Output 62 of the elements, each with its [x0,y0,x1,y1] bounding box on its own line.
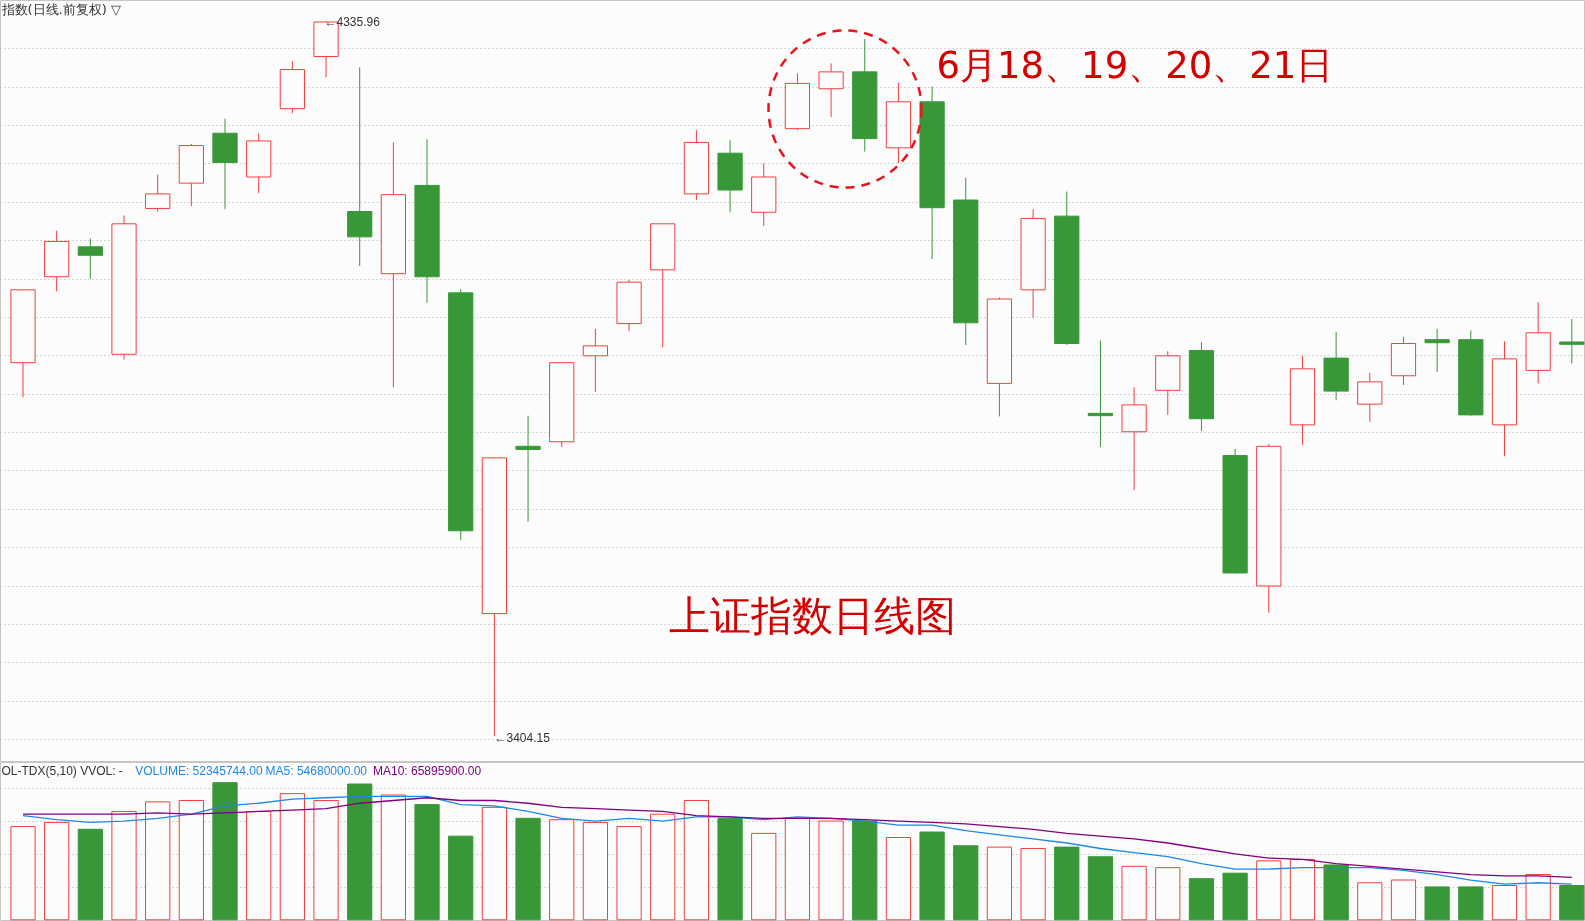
bar [111,810,137,921]
bar [751,832,777,921]
bar [616,826,642,921]
bar [1121,865,1147,921]
bar [1525,874,1551,921]
candlestick [1424,328,1450,373]
candlestick [582,328,609,393]
bar [1256,860,1282,921]
bar [1559,885,1585,921]
bar [717,817,743,921]
candlestick [347,66,373,267]
bar [953,845,979,921]
bar [582,821,609,921]
bar [448,835,474,921]
bar [10,826,36,921]
annotation: 6月18、19、20、21日 [936,44,1334,87]
bar [178,799,204,921]
bar [1087,856,1114,921]
candlestick [515,415,541,523]
candlestick [1087,339,1114,448]
bar [380,794,406,921]
candlestick [1559,318,1585,364]
bar [77,828,103,921]
bar [313,799,339,921]
bar [1424,886,1450,921]
bar [1491,885,1518,921]
bar [1222,872,1248,921]
bar [818,820,844,921]
bar [44,821,70,921]
bar [650,813,676,921]
bar [986,846,1013,921]
bar [515,817,541,921]
bar [1323,864,1349,921]
bar [279,793,305,921]
bar [1155,867,1181,921]
bar [1020,847,1046,921]
bar [1289,858,1316,921]
bar [683,799,710,921]
bar [1054,846,1080,921]
bar [212,782,238,921]
annotation: ←4335.96 [324,14,381,29]
bar [1188,878,1215,921]
bar [784,817,811,921]
chart-title: OL-TDX(5,10) VVOL: - [1,763,123,778]
text: VOLUME: 52345744.00 [135,763,263,778]
series-label: MA5: 54680000.00 [265,763,368,778]
bar [852,820,878,921]
bar [347,783,373,921]
bar [145,801,171,921]
bar [1357,882,1383,921]
bar [549,819,575,921]
bar [246,810,272,921]
chart-title: 指数(日线.前复权) ▽ [0,2,121,18]
series-label: MA10: 65895900.00 [373,763,482,778]
annotation: ←3404.15 [494,730,551,745]
bar [919,831,945,921]
bar [1458,886,1484,921]
bar [481,806,507,921]
annotation: 上证指数日线图 [668,591,956,640]
bar [885,837,912,921]
bar [1390,879,1417,921]
bar [414,804,440,921]
